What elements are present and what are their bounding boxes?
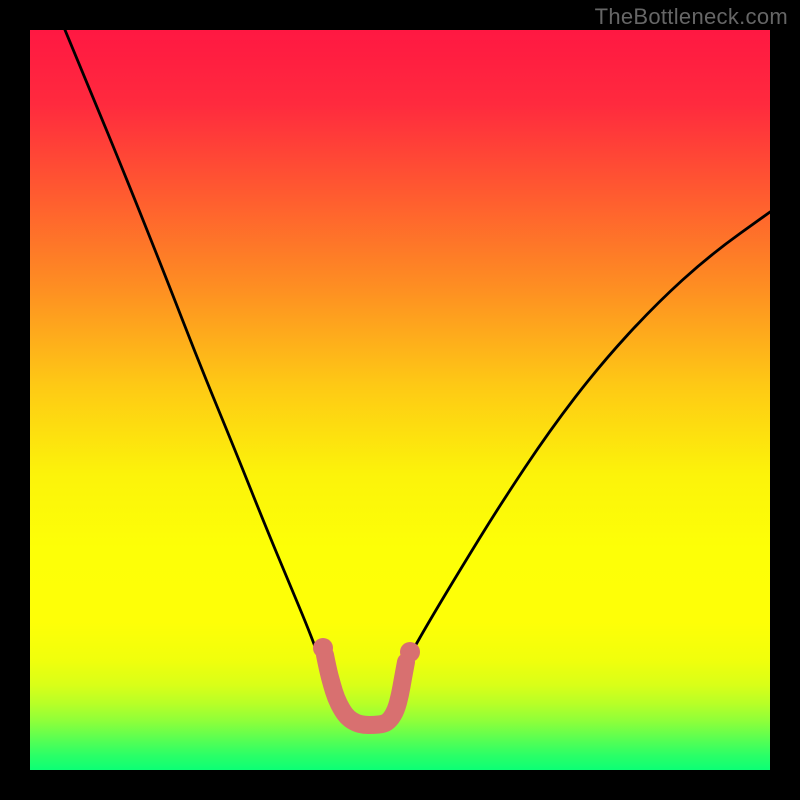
highlight-dot	[400, 642, 420, 662]
plot-area	[30, 30, 770, 770]
chart-svg	[30, 30, 770, 770]
highlight-dot	[313, 638, 333, 658]
attribution-text: TheBottleneck.com	[595, 4, 788, 30]
